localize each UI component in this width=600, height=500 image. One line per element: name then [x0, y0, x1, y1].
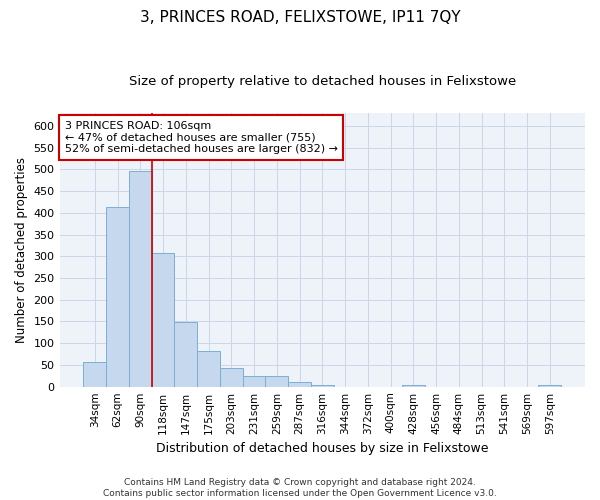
Bar — [538, 384, 561, 386]
Bar — [197, 351, 220, 386]
Bar — [242, 376, 265, 386]
Text: 3 PRINCES ROAD: 106sqm
← 47% of detached houses are smaller (755)
52% of semi-de: 3 PRINCES ROAD: 106sqm ← 47% of detached… — [65, 121, 338, 154]
Bar — [288, 382, 311, 386]
Bar — [265, 376, 288, 386]
Title: Size of property relative to detached houses in Felixstowe: Size of property relative to detached ho… — [128, 75, 516, 88]
Bar — [311, 384, 334, 386]
Bar — [106, 207, 129, 386]
Bar — [402, 384, 425, 386]
Bar — [129, 172, 152, 386]
Y-axis label: Number of detached properties: Number of detached properties — [15, 156, 28, 342]
Text: Contains HM Land Registry data © Crown copyright and database right 2024.
Contai: Contains HM Land Registry data © Crown c… — [103, 478, 497, 498]
Bar — [83, 362, 106, 386]
X-axis label: Distribution of detached houses by size in Felixstowe: Distribution of detached houses by size … — [156, 442, 488, 455]
Bar — [175, 322, 197, 386]
Text: 3, PRINCES ROAD, FELIXSTOWE, IP11 7QY: 3, PRINCES ROAD, FELIXSTOWE, IP11 7QY — [140, 10, 460, 25]
Bar — [152, 253, 175, 386]
Bar — [220, 368, 242, 386]
